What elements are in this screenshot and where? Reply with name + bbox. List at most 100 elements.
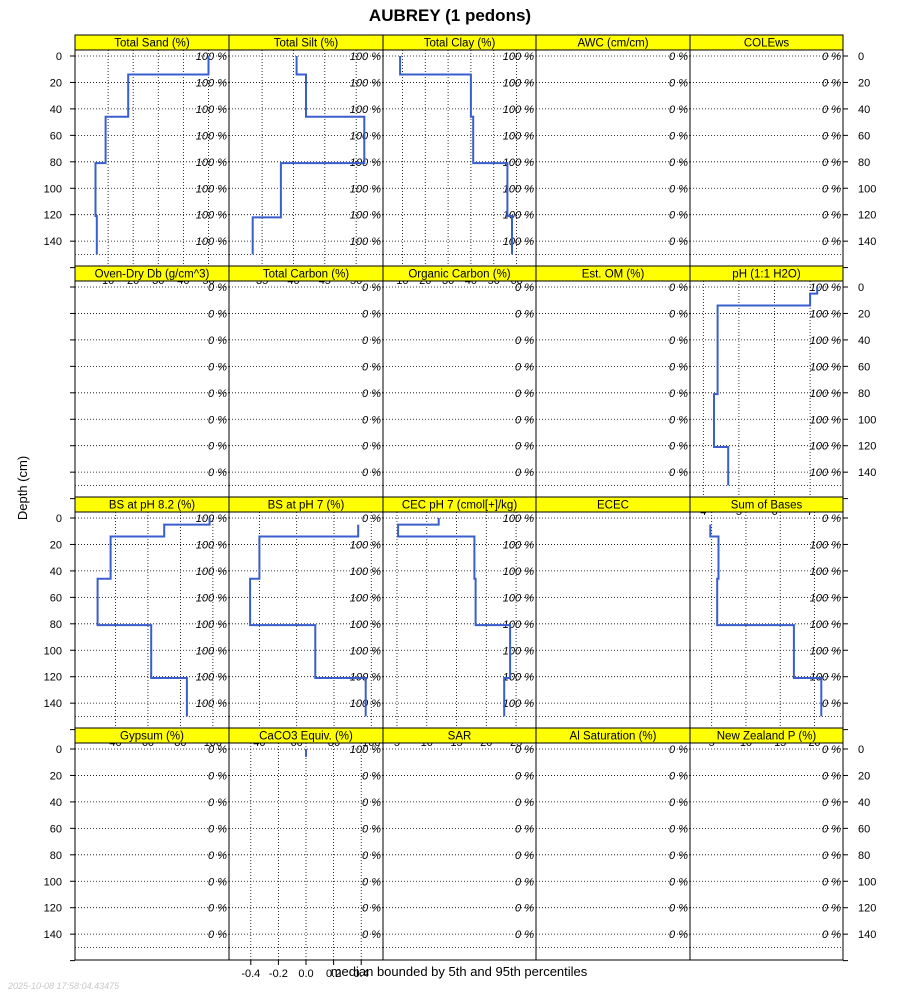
percent-label: 0 % [208, 929, 227, 941]
percent-label: 100 % [350, 210, 381, 222]
percent-label: 0 % [515, 797, 534, 809]
percent-label: 0 % [822, 236, 841, 248]
y-tick-label-left: 20 [50, 77, 62, 89]
percent-label: 100 % [196, 645, 227, 657]
percent-label: 100 % [810, 388, 841, 400]
x-tick-label: -0.2 [269, 968, 288, 980]
percent-label: 100 % [503, 592, 534, 604]
panel-title: Al Saturation (%) [570, 731, 657, 743]
percent-label: 100 % [350, 157, 381, 169]
percent-label: 100 % [196, 104, 227, 116]
y-tick-label-left: 0 [56, 513, 62, 525]
y-tick-label-left: 20 [50, 770, 62, 782]
y-tick-label-right: 20 [858, 77, 870, 89]
percent-label: 0 % [362, 850, 381, 862]
percent-label: 100 % [503, 77, 534, 89]
percent-label: 100 % [196, 539, 227, 551]
percent-label: 0 % [669, 903, 688, 915]
y-tick-label-left: 120 [44, 672, 62, 684]
percent-label: 0 % [208, 282, 227, 294]
percent-label: 100 % [503, 104, 534, 116]
percent-label: 100 % [350, 566, 381, 578]
panel-title: SAR [448, 731, 472, 743]
percent-label: 100 % [350, 744, 381, 756]
panel-title: pH (1:1 H2O) [732, 269, 801, 281]
y-tick-label-right: 0 [858, 51, 864, 63]
percent-label: 0 % [822, 130, 841, 142]
y-tick-label-left: 80 [50, 157, 62, 169]
percent-label: 0 % [822, 744, 841, 756]
percent-label: 0 % [362, 282, 381, 294]
percent-label: 100 % [810, 335, 841, 347]
percent-label: 0 % [822, 183, 841, 195]
panel-title: Gypsum (%) [120, 731, 184, 743]
percent-label: 0 % [362, 823, 381, 835]
percent-label: 0 % [669, 210, 688, 222]
panel-frame [74, 742, 230, 961]
percent-label: 0 % [362, 770, 381, 782]
percent-label: 0 % [515, 744, 534, 756]
panel-frame [382, 742, 537, 961]
panel-frame [535, 280, 691, 499]
percent-label: 0 % [515, 414, 534, 426]
percent-label: 100 % [810, 282, 841, 294]
percent-label: 100 % [350, 645, 381, 657]
percent-label: 100 % [810, 566, 841, 578]
y-tick-label-right: 40 [858, 104, 870, 116]
percent-label: 0 % [362, 876, 381, 888]
percent-label: 100 % [810, 539, 841, 551]
percent-label: 0 % [515, 441, 534, 453]
y-tick-label-right: 140 [858, 467, 876, 479]
y-tick-label-left: 40 [50, 104, 62, 116]
y-tick-label-left: 60 [50, 130, 62, 142]
percent-label: 0 % [515, 467, 534, 479]
percent-label: 0 % [208, 361, 227, 373]
x-tick-label: 0.0 [298, 968, 313, 980]
median-line [397, 518, 512, 717]
percent-label: 0 % [822, 513, 841, 525]
percent-label: 0 % [515, 308, 534, 320]
panel-frame [689, 49, 844, 268]
percent-label: 0 % [669, 104, 688, 116]
percent-label: 0 % [362, 467, 381, 479]
percent-label: 0 % [669, 183, 688, 195]
y-tick-label-right: 40 [858, 797, 870, 809]
percent-label: 100 % [503, 566, 534, 578]
percent-label: 100 % [503, 157, 534, 169]
panel-title: BS at pH 7 (%) [268, 500, 345, 512]
percent-label: 0 % [362, 797, 381, 809]
percent-label: 0 % [208, 770, 227, 782]
percent-label: 0 % [515, 903, 534, 915]
percent-label: 100 % [503, 51, 534, 63]
percent-label: 100 % [196, 236, 227, 248]
panel-frame [228, 280, 384, 499]
percent-label: 0 % [515, 282, 534, 294]
timestamp: 2025-10-08 17:58:04.43475 [7, 981, 120, 991]
percent-label: 0 % [822, 698, 841, 710]
panel-frame [535, 49, 691, 268]
y-tick-label-left: 120 [44, 210, 62, 222]
percent-label: 0 % [669, 744, 688, 756]
percent-label: 100 % [350, 236, 381, 248]
percent-label: 100 % [503, 130, 534, 142]
percent-label: 100 % [810, 645, 841, 657]
percent-label: 0 % [362, 335, 381, 347]
percent-label: 100 % [196, 130, 227, 142]
x-tick-label: -0.4 [241, 968, 260, 980]
percent-label: 100 % [350, 130, 381, 142]
y-tick-label-left: 80 [50, 619, 62, 631]
y-tick-label-right: 60 [858, 361, 870, 373]
percent-label: 0 % [822, 104, 841, 116]
panel-title: Est. OM (%) [582, 269, 645, 281]
y-tick-label-right: 0 [858, 282, 864, 294]
y-tick-label-left: 140 [44, 236, 62, 248]
median-line [251, 56, 366, 255]
x-axis-label: median bounded by 5th and 95th percentil… [331, 964, 588, 979]
percent-label: 100 % [503, 236, 534, 248]
percent-label: 0 % [208, 467, 227, 479]
percent-label: 0 % [669, 388, 688, 400]
y-tick-label-left: 100 [44, 645, 62, 657]
percent-label: 0 % [208, 441, 227, 453]
panel-title: BS at pH 8.2 (%) [109, 500, 195, 512]
